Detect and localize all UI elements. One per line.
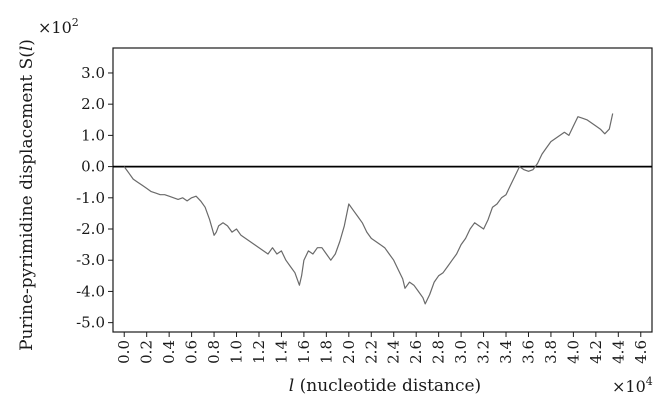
x-tick-label: 0.0 xyxy=(115,340,133,364)
series-line xyxy=(123,113,614,305)
x-tick-label: 3.0 xyxy=(452,340,470,364)
y-tick-label: 3.0 xyxy=(81,64,105,82)
x-tick-label: 2.2 xyxy=(362,340,380,364)
x-tick-label: 1.2 xyxy=(250,340,268,364)
y-tick-label: -5.0 xyxy=(76,314,105,332)
x-tick-label: 0.8 xyxy=(205,340,223,364)
y-tick-label: 2.0 xyxy=(81,95,105,113)
x-tick-label: 2.6 xyxy=(407,340,425,364)
y-multiplier: ×102 xyxy=(38,16,79,37)
y-tick-label: 0.0 xyxy=(81,158,105,176)
x-axis-title: l (nucleotide distance) xyxy=(289,376,481,396)
x-tick-label: 0.4 xyxy=(160,340,178,364)
x-tick-label: 4.4 xyxy=(609,340,627,364)
x-tick-label: 4.0 xyxy=(564,340,582,364)
x-tick-label: 1.0 xyxy=(228,340,246,364)
x-tick-label: 0.2 xyxy=(138,340,156,364)
x-multiplier: ×104 xyxy=(612,375,653,396)
x-tick-label: 3.2 xyxy=(475,340,493,364)
x-tick-label: 1.8 xyxy=(317,340,335,364)
y-tick-label: -3.0 xyxy=(76,251,105,269)
x-tick-label: 1.6 xyxy=(295,340,313,364)
y-tick-label: 1.0 xyxy=(81,126,105,144)
x-tick-label: 2.8 xyxy=(430,340,448,364)
x-tick-label: 4.2 xyxy=(587,340,605,364)
x-tick-label: 3.6 xyxy=(519,340,537,364)
x-tick-label: 3.4 xyxy=(497,340,515,364)
y-tick-label: -4.0 xyxy=(76,282,105,300)
x-tick-label: 1.4 xyxy=(272,340,290,364)
x-tick-label: 0.6 xyxy=(183,340,201,364)
x-tick-label: 2.4 xyxy=(385,340,403,364)
y-tick-label: -2.0 xyxy=(76,220,105,238)
x-axis-ticks: 0.0 0.2 0.4 0.6 0.8 1.0 1.2 1.4 1.6 1.8 2.0 2.2 2.4 2… xyxy=(115,332,650,364)
x-tick-label: 3.8 xyxy=(542,340,560,364)
y-tick-label: -1.0 xyxy=(76,189,105,207)
x-tick-label: 2.0 xyxy=(340,340,358,364)
plot-frame xyxy=(112,47,653,333)
x-tick-label: 4.6 xyxy=(632,340,650,364)
y-axis-title: Purine-pyrimidine displacement S(l) xyxy=(17,39,37,351)
y-axis-ticks: 3.0 2.0 1.0 0.0 -1.0 -2.0 -3.0 -4.0 -5.0 xyxy=(76,64,113,332)
